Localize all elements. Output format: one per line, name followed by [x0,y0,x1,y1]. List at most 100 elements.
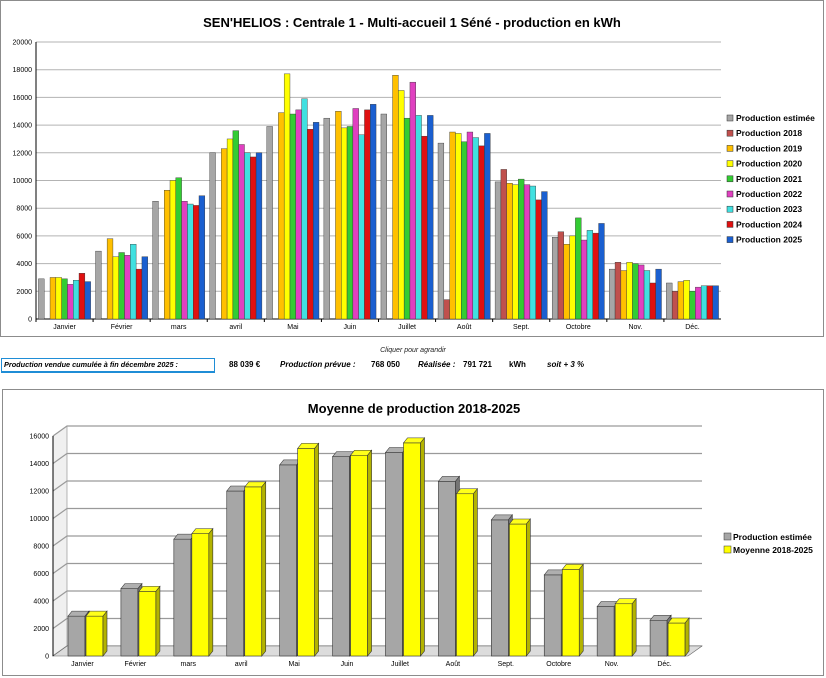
bar [592,232,599,320]
bar [289,113,296,320]
bar [614,597,637,657]
x-tick-label: Mai [287,324,299,331]
bar [141,256,148,320]
bar [244,152,251,320]
bar [689,291,696,320]
bar [695,286,702,320]
x-tick-label: Octobre [546,661,571,668]
legend-label: Production 2024 [736,219,802,229]
bar-front [596,606,615,657]
bar [346,126,354,320]
bar [341,127,348,320]
summary-label: Production vendue cumulée à fin décembre… [1,358,215,372]
bar [506,183,513,320]
x-tick-label: Mai [288,661,300,668]
bar [138,585,161,657]
x-tick-label: Février [124,661,146,668]
y-tick-label: 6000 [16,233,32,240]
x-tick-label: mars [171,324,187,331]
bar [335,111,342,320]
bar [586,230,593,320]
bar [557,231,564,320]
bar [118,252,125,320]
bar [712,285,719,320]
bar [349,449,373,657]
bar [49,277,57,320]
legend-swatch [726,114,734,122]
bar [403,117,411,320]
bar [409,81,416,320]
gridline [52,590,702,602]
bar [352,108,359,320]
bar-front [403,442,421,657]
bar [455,133,462,320]
bar [466,131,474,320]
bar [598,223,605,320]
bar [638,264,645,320]
bar [398,90,405,320]
bar [402,437,426,657]
bar [106,238,114,320]
bar [198,195,206,320]
bar-front [438,481,456,657]
legend-label: Production 2019 [736,143,802,153]
bar [449,131,456,320]
summary-prevue-label: Production prévue : [280,360,356,369]
bar [415,115,422,320]
bar [232,130,239,320]
bar-front [85,615,104,657]
bar [181,201,188,320]
bar-side [578,563,584,657]
bar [85,610,108,657]
bar-front [67,615,86,657]
legend-label: Production 2023 [736,204,802,214]
legend-swatch [726,190,734,198]
enlarge-caption[interactable]: Cliquer pour agrandir [380,347,446,354]
bar [620,270,627,320]
bar [626,262,633,320]
x-tick-label: Juin [341,661,354,668]
legend-swatch [726,205,734,213]
x-tick-label: Août [457,324,471,331]
bar [484,133,491,320]
y-tick-label: 2000 [33,626,49,633]
bar [609,268,616,320]
y-tick-label: 8000 [33,544,49,551]
bar [112,256,119,320]
bar [295,109,302,320]
bar-front [279,464,297,657]
bar [358,134,365,320]
legend-swatch [726,221,734,228]
bar [683,280,690,320]
bar [478,145,485,320]
y-tick-label: 18000 [13,67,33,74]
legend-swatch [726,145,734,152]
bottom-chart-panel[interactable]: Moyenne de production 2018-2025 0 2000 4000… [2,389,824,676]
y-tick-label: 6000 [33,571,49,578]
gridline [52,425,702,437]
bar [649,282,656,320]
summary-ratio: soit + 3 % [547,360,585,369]
x-tick-label: mars [181,661,197,668]
y-tick-label: 12000 [13,150,33,157]
bar-front [173,538,192,657]
summary-row: Production vendue cumulée à fin décembre… [0,357,826,373]
bar [307,129,314,320]
gridline [52,617,702,629]
legend-swatch [726,129,734,137]
bar [278,112,285,320]
bar-front [226,490,245,657]
bar [135,268,143,320]
bar-front [614,603,633,657]
bar-front [667,622,686,657]
bar [380,113,387,320]
bar [221,148,228,320]
bar [535,199,542,320]
bar [643,270,651,320]
top-chart-panel[interactable]: SEN'HELIOS : Centrale 1 - Multi-accueil … [0,0,824,337]
bar [191,527,214,657]
legend-label: Production 2020 [736,159,802,169]
bar [364,109,371,320]
legend-swatch [726,160,734,167]
summary-unit: kWh [509,360,526,369]
